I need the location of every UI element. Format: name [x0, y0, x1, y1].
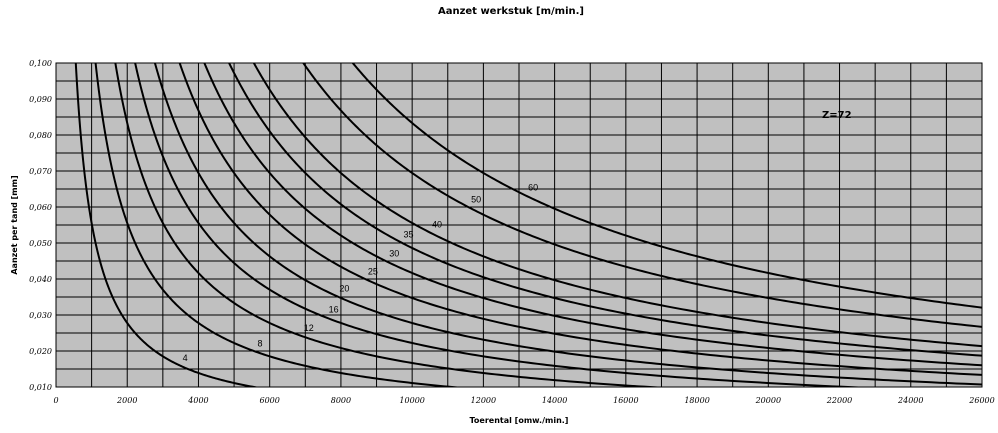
x-tick-label: 16000 — [613, 396, 638, 405]
y-tick-label: 0,070 — [29, 167, 52, 176]
y-tick-label: 0,080 — [29, 131, 52, 140]
series-label-30: 30 — [389, 249, 399, 259]
series-line-8 — [94, 63, 460, 387]
y-tick-label: 0,090 — [29, 95, 52, 104]
x-tick-label: 0 — [53, 396, 58, 405]
series-label-20: 20 — [339, 283, 349, 293]
x-tick-label: 26000 — [968, 396, 994, 405]
x-tick-label: 14000 — [542, 396, 567, 405]
series-line-35 — [228, 63, 982, 357]
series-label-50: 50 — [471, 194, 481, 204]
y-tick-labels: 0,010 0,020 0,030 0,040 0,050 0,060 0,070 0,080… — [29, 59, 52, 392]
plot-frame — [55, 62, 983, 388]
x-axis-label: Toerental [omw./min.] — [470, 416, 569, 425]
x-tick-label: 6000 — [260, 396, 280, 405]
series-label-60: 60 — [528, 183, 538, 193]
y-tick-label: 0,010 — [29, 383, 52, 392]
x-tick-label: 4000 — [187, 396, 208, 405]
chart-title: Aanzet werkstuk [m/min.] — [438, 6, 584, 17]
series-line-16 — [134, 63, 864, 387]
y-axis-label: Aanzet per tand [mm] — [10, 175, 19, 274]
x-tick-label: 12000 — [471, 396, 496, 405]
series-line-4 — [74, 63, 259, 387]
x-tick-label: 2000 — [116, 396, 137, 405]
series-label-35: 35 — [403, 230, 413, 240]
series-label-40: 40 — [432, 220, 442, 230]
x-tick-label: 22000 — [826, 396, 852, 405]
y-tick-label: 0,030 — [29, 311, 52, 320]
series-line-40 — [252, 63, 982, 348]
series-line-60 — [351, 63, 982, 309]
x-tick-label: 18000 — [684, 396, 709, 405]
curve-labels: 4 8 12 16 20 25 30 35 40 50 60 — [183, 183, 538, 363]
series-line-12 — [114, 63, 662, 387]
series-line-20 — [153, 63, 982, 386]
y-tick-label: 0,050 — [29, 239, 52, 248]
y-tick-label: 0,100 — [29, 59, 52, 68]
series-label-8: 8 — [257, 339, 262, 349]
x-tick-label: 24000 — [897, 396, 923, 405]
y-tick-label: 0,060 — [29, 203, 52, 212]
series-label-25: 25 — [368, 266, 378, 276]
series-line-30 — [203, 63, 982, 367]
series-label-12: 12 — [304, 323, 314, 333]
x-tick-label: 20000 — [755, 396, 781, 405]
grid — [56, 63, 982, 387]
x-tick-label: 10000 — [399, 396, 424, 405]
y-tick-label: 0,020 — [29, 347, 52, 356]
x-tick-label: 8000 — [331, 396, 351, 405]
x-tick-labels: 0 2000 4000 6000 8000 10000 12000 14000 16000 180… — [53, 396, 994, 405]
teeth-annotation: Z=72 — [822, 110, 852, 121]
series-line-50 — [302, 63, 982, 328]
series-label-16: 16 — [329, 305, 339, 315]
series-line-25 — [178, 63, 982, 376]
series-label-4: 4 — [183, 353, 188, 363]
y-tick-label: 0,040 — [29, 275, 52, 284]
curves — [74, 63, 982, 387]
